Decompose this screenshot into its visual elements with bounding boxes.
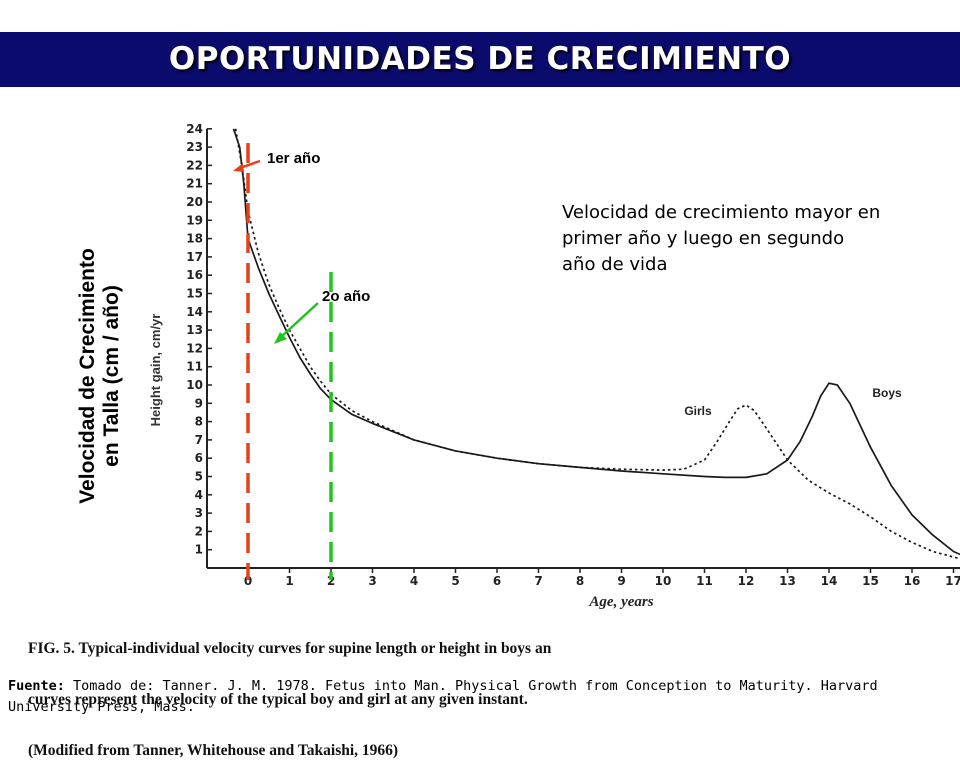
- y-tick-label: 24: [186, 122, 203, 136]
- y-tick-label: 6: [195, 451, 203, 465]
- x-tick-label: 8: [576, 574, 584, 588]
- y-tick-label: 14: [186, 305, 203, 319]
- source-text: Tomado de: Tanner. J. M. 1978. Fetus int…: [8, 678, 878, 715]
- source-citation: Fuente: Tomado de: Tanner. J. M. 1978. F…: [8, 676, 948, 718]
- x-tick-label: 4: [410, 574, 418, 588]
- x-tick-label: 6: [493, 574, 501, 588]
- arrow-head-first-year: [233, 163, 244, 172]
- y-tick-label: 23: [186, 140, 203, 154]
- x-tick-label: 14: [821, 574, 838, 588]
- y-tick-label: 12: [186, 341, 203, 355]
- y-tick-label: 13: [186, 323, 203, 337]
- y-axis-title-spanish: Velocidad de Crecimiento en Talla (cm / …: [76, 176, 124, 576]
- y-tick-label: 7: [195, 433, 203, 447]
- x-tick-label: 13: [779, 574, 796, 588]
- y-tick-label: 9: [195, 396, 203, 410]
- x-tick-label: 10: [655, 574, 672, 588]
- series-girls-line: [236, 129, 960, 563]
- y-tick-label: 17: [186, 250, 203, 264]
- x-tick-label: 17: [945, 574, 960, 588]
- y-axis-title: Height gain, cm/yr: [148, 314, 163, 427]
- y-tick-label: 18: [186, 232, 203, 246]
- source-label: Fuente:: [8, 678, 65, 694]
- y-tick-label: 22: [186, 158, 203, 172]
- series-label-girls: Girls: [684, 404, 712, 418]
- x-tick-label: 9: [617, 574, 625, 588]
- marker-label-first-year: 1er año: [267, 150, 320, 167]
- caption-line: (Modified from Tanner, Whitehouse and Ta…: [28, 742, 960, 759]
- x-tick-label: 1: [285, 574, 293, 588]
- y-tick-label: 21: [186, 177, 203, 191]
- marker-label-second-year: 2o año: [322, 288, 370, 305]
- y-tick-label: 4: [195, 488, 203, 502]
- x-tick-label: 12: [738, 574, 755, 588]
- y-tick-label: 5: [195, 470, 203, 484]
- caption-line: FIG. 5. Typical-individual velocity curv…: [28, 640, 960, 657]
- annotation-text: Velocidad de crecimiento mayor en primer…: [562, 200, 882, 278]
- y-tick-label: 19: [186, 213, 203, 227]
- x-tick-label: 15: [862, 574, 879, 588]
- x-tick-label: 7: [534, 574, 542, 588]
- arrow-second-year: [281, 303, 318, 337]
- y-tick-label: 15: [186, 287, 203, 301]
- y-tick-label: 3: [195, 506, 203, 520]
- y-tick-label: 20: [186, 195, 203, 209]
- y-tick-label: 8: [195, 415, 203, 429]
- y-tick-label: 10: [186, 378, 203, 392]
- y-tick-label: 2: [195, 524, 203, 538]
- x-tick-label: 11: [696, 574, 713, 588]
- y-tick-label: 1: [195, 543, 203, 557]
- x-tick-label: 16: [904, 574, 921, 588]
- y-tick-label: 11: [186, 360, 203, 374]
- y-tick-label: 16: [186, 268, 203, 282]
- x-tick-label: 3: [368, 574, 376, 588]
- x-tick-label: 5: [451, 574, 459, 588]
- chart-axes: [207, 129, 960, 568]
- series-label-boys: Boys: [872, 386, 902, 400]
- series-boys-line: [234, 129, 960, 561]
